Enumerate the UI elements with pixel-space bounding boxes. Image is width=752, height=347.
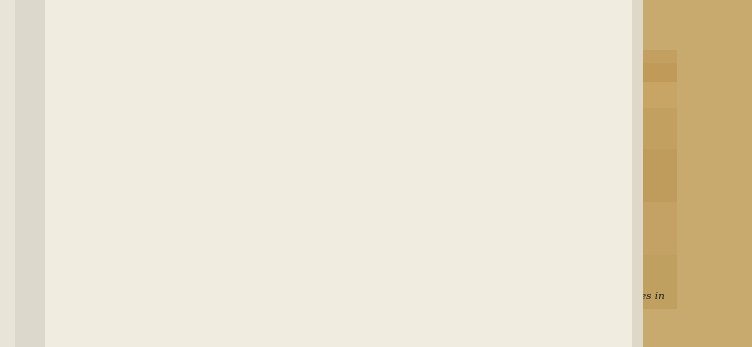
- Text: 10: 10: [186, 254, 199, 263]
- Text: 55: 55: [533, 139, 546, 148]
- Text: 8: 8: [536, 153, 542, 162]
- Text: 42: 42: [533, 196, 546, 205]
- Text: 130: 130: [418, 225, 437, 234]
- Text: 5: 5: [190, 182, 196, 191]
- Text: 2: 2: [190, 139, 196, 148]
- Text: Sample Data: Follow the calculations.: Sample Data: Follow the calculations.: [161, 84, 374, 94]
- Text: Sighting Angle
(θ): Sighting Angle (θ): [499, 100, 579, 119]
- Text: 12: 12: [186, 282, 199, 291]
- Bar: [161, 280, 584, 294]
- Bar: [161, 136, 584, 151]
- Text: 200: 200: [418, 168, 437, 177]
- Text: 4: 4: [190, 168, 196, 177]
- Text: 84.52: 84.52: [278, 282, 307, 291]
- Text: 157.3: 157.3: [278, 182, 307, 191]
- Text: 6: 6: [190, 196, 196, 205]
- Text: 163.8: 163.8: [278, 239, 307, 248]
- Text: 71.93: 71.93: [278, 254, 307, 263]
- Bar: [161, 251, 584, 265]
- Text: 150: 150: [418, 125, 437, 134]
- Text: 50.8: 50.8: [281, 225, 304, 234]
- Bar: [94, 255, 677, 309]
- Text: 160: 160: [418, 153, 437, 162]
- Bar: [161, 122, 584, 136]
- Text: 39: 39: [533, 182, 546, 191]
- Text: Sighting Distance (m), n: Sighting Distance (m), n: [362, 105, 493, 114]
- Bar: [94, 63, 677, 82]
- Bar: [161, 179, 584, 194]
- Text: 130: 130: [418, 196, 437, 205]
- Text: 100: 100: [418, 254, 437, 263]
- Bar: [94, 108, 677, 149]
- Bar: [94, 82, 677, 109]
- Text: 72.11: 72.11: [278, 268, 307, 277]
- Bar: [161, 222, 584, 237]
- Bar: [94, 50, 677, 63]
- Text: 200: 200: [418, 139, 437, 148]
- Text: 46: 46: [533, 254, 546, 263]
- Text: 92.35: 92.35: [278, 125, 307, 134]
- Text: 7: 7: [190, 211, 196, 220]
- Text: 140: 140: [418, 268, 437, 277]
- Bar: [161, 265, 584, 280]
- Text: 9: 9: [190, 239, 196, 248]
- Text: Line transect method of density estimation using the Hayne estimator (Hayne,1949: Line transect method of density estimati…: [127, 52, 632, 65]
- Bar: [161, 237, 584, 251]
- Bar: [94, 149, 677, 202]
- Text: Perpendicular Distance (m), yi: Perpendicular Distance (m), yi: [211, 105, 374, 114]
- Text: Animal no.: Animal no.: [165, 105, 222, 114]
- Text: 150: 150: [418, 211, 437, 220]
- Text: 22.27: 22.27: [278, 153, 307, 162]
- Bar: [161, 208, 584, 222]
- Text: 11: 11: [186, 268, 199, 277]
- Text: 31: 31: [533, 268, 546, 277]
- Bar: [161, 165, 584, 179]
- Bar: [94, 202, 677, 255]
- Text: 86.99: 86.99: [278, 196, 307, 205]
- Bar: [161, 151, 584, 165]
- Text: 8: 8: [190, 225, 196, 234]
- Text: The transect length is 10 KM for the above sample. For calculating convenience, : The transect length is 10 KM for the abo…: [95, 292, 665, 301]
- Text: 17: 17: [533, 168, 546, 177]
- Text: 58.47: 58.47: [278, 168, 307, 177]
- Text: 10: 10: [533, 211, 546, 220]
- Text: 163.8: 163.8: [278, 139, 307, 148]
- Text: 38: 38: [533, 125, 546, 134]
- Text: 3: 3: [190, 153, 196, 162]
- Text: 55: 55: [533, 239, 546, 248]
- Bar: [161, 194, 584, 208]
- Text: 23: 23: [533, 225, 546, 234]
- Text: 26.05: 26.05: [278, 211, 307, 220]
- Text: 25: 25: [533, 282, 546, 291]
- Text: 200: 200: [418, 239, 437, 248]
- Text: 1: 1: [190, 125, 196, 134]
- Bar: [161, 96, 584, 294]
- Text: 200: 200: [418, 282, 437, 291]
- Text: 250: 250: [418, 182, 437, 191]
